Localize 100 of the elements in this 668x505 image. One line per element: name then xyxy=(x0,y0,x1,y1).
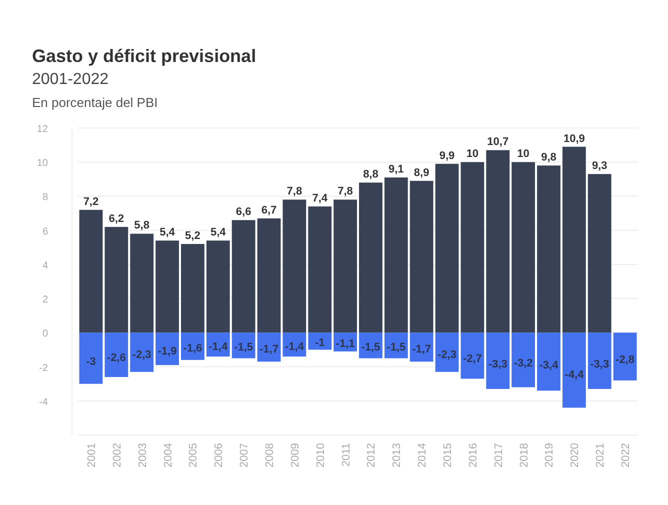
data-label: -1,9 xyxy=(158,345,177,358)
data-label: 5,2 xyxy=(185,230,200,242)
x-tick-label: 2009 xyxy=(289,443,302,468)
data-label: -1,4 xyxy=(208,340,228,353)
x-tick-label: 2004 xyxy=(162,443,174,468)
x-tick-label: 2003 xyxy=(136,443,149,468)
data-label: 6,6 xyxy=(236,206,252,218)
bar xyxy=(104,226,128,333)
data-label: 8,8 xyxy=(363,168,378,181)
y-tick-label: 0 xyxy=(42,328,48,340)
data-label: 6,2 xyxy=(108,212,124,225)
bar xyxy=(308,332,332,350)
bar xyxy=(562,146,586,333)
bar xyxy=(79,210,103,333)
data-label: -2,8 xyxy=(616,354,635,366)
bar xyxy=(359,332,382,358)
bar xyxy=(435,332,459,372)
bar xyxy=(460,332,484,379)
x-tick-label: 2008 xyxy=(264,443,276,468)
data-label: 10,9 xyxy=(563,132,585,145)
y-tick-label: 10 xyxy=(36,158,48,170)
bar xyxy=(79,332,103,384)
x-tick-label: 2014 xyxy=(416,443,429,468)
data-label: -2,6 xyxy=(106,352,126,364)
bar xyxy=(384,332,408,358)
x-tick-label: 2020 xyxy=(569,443,582,468)
bar xyxy=(486,150,510,333)
x-tick-label: 2007 xyxy=(238,443,251,468)
bar xyxy=(180,244,204,333)
bar xyxy=(512,332,536,388)
data-label: -1,5 xyxy=(361,342,380,354)
bar xyxy=(180,332,204,360)
y-tick-label: 6 xyxy=(42,226,48,238)
data-label: -3,4 xyxy=(539,360,560,372)
data-label: -1 xyxy=(314,337,325,350)
data-label: -3,3 xyxy=(590,358,610,371)
data-label: -1,7 xyxy=(260,344,278,356)
bar xyxy=(156,240,179,333)
x-tick-label: 2018 xyxy=(518,443,530,468)
bar xyxy=(206,240,230,333)
data-label: 10 xyxy=(466,148,479,160)
y-tick-label: -4 xyxy=(39,396,48,408)
x-tick-label: 2017 xyxy=(492,443,505,468)
bar xyxy=(460,162,484,333)
data-label: 7,2 xyxy=(83,196,99,208)
bar xyxy=(130,332,154,372)
chart-title: Gasto y déficit previsional xyxy=(32,46,256,66)
data-label: 6,7 xyxy=(261,204,277,216)
data-label: -1,5 xyxy=(234,342,254,354)
bar xyxy=(130,234,154,333)
x-tick-label: 2001 xyxy=(86,443,98,468)
data-label: 9,9 xyxy=(439,150,455,162)
bar xyxy=(588,174,612,333)
data-label: 9,1 xyxy=(388,163,404,176)
data-label: 9,8 xyxy=(541,152,556,164)
bar xyxy=(410,180,434,333)
bar xyxy=(512,162,536,333)
data-label: -1,1 xyxy=(336,338,355,350)
bar xyxy=(156,332,179,366)
x-tick-label: 2002 xyxy=(111,443,124,468)
bar xyxy=(410,332,434,362)
data-label: 5,4 xyxy=(160,226,176,239)
data-label: 7,8 xyxy=(338,186,353,198)
y-tick-label: -2 xyxy=(39,362,48,374)
bar xyxy=(537,332,560,391)
data-label: -2,3 xyxy=(132,349,152,362)
y-tick-label: 2 xyxy=(42,294,48,306)
data-label: 9,3 xyxy=(592,160,608,172)
data-label: -1,6 xyxy=(183,342,202,355)
data-label: -3,2 xyxy=(514,358,533,370)
y-tick-label: 4 xyxy=(42,260,48,272)
x-tick-label: 2019 xyxy=(544,443,556,468)
bar xyxy=(257,218,281,333)
bar xyxy=(588,332,612,389)
bar xyxy=(537,166,560,333)
x-tick-label: 2013 xyxy=(391,443,404,468)
bar xyxy=(232,220,256,333)
x-tick-label: 2010 xyxy=(314,443,327,468)
data-label: -4,4 xyxy=(564,368,585,381)
bar xyxy=(435,164,459,333)
bar xyxy=(282,200,306,333)
y-axis-title: En porcentaje del PBI xyxy=(32,95,158,110)
data-label: -1,7 xyxy=(412,344,432,356)
data-label: 5,4 xyxy=(210,226,227,239)
data-label: -3,3 xyxy=(488,358,508,371)
x-tick-label: 2022 xyxy=(620,443,632,468)
data-label: 7,8 xyxy=(286,186,302,198)
data-label: -3 xyxy=(86,356,96,368)
data-label: -1,4 xyxy=(284,340,305,353)
x-tick-label: 2021 xyxy=(594,443,607,468)
data-label: -2,3 xyxy=(438,349,456,362)
data-label: 5,8 xyxy=(134,220,150,232)
x-tick-label: 2016 xyxy=(467,443,480,468)
bar xyxy=(232,332,256,358)
x-tick-label: 2015 xyxy=(442,443,454,468)
data-label: 10 xyxy=(517,148,530,160)
chart-subtitle: 2001-2022 xyxy=(32,71,109,88)
x-tick-label: 2005 xyxy=(188,443,200,468)
y-tick-label: 12 xyxy=(36,124,48,135)
bar xyxy=(384,177,408,333)
